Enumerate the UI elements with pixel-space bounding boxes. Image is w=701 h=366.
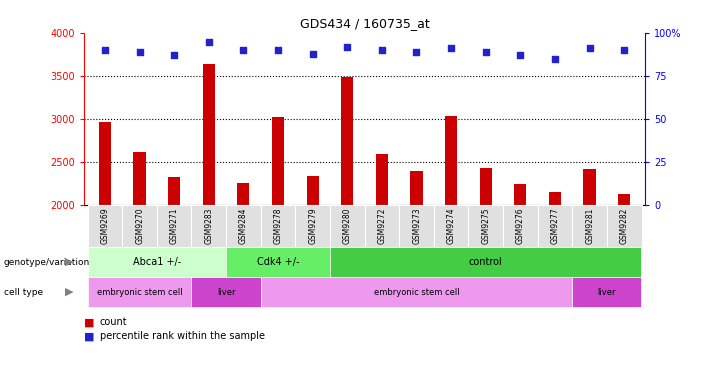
- Point: [515, 52, 526, 58]
- Bar: [99, 122, 111, 205]
- Text: GSM9282: GSM9282: [620, 208, 629, 244]
- Text: ▶: ▶: [65, 257, 74, 267]
- Bar: [479, 168, 491, 205]
- Bar: [168, 176, 180, 205]
- Title: GDS434 / 160735_at: GDS434 / 160735_at: [299, 17, 430, 30]
- Text: embryonic stem cell: embryonic stem cell: [374, 288, 459, 296]
- Point: [134, 49, 145, 55]
- Text: liver: liver: [217, 288, 236, 296]
- Text: GSM9281: GSM9281: [585, 208, 594, 244]
- Text: liver: liver: [597, 288, 616, 296]
- Text: Cdk4 +/-: Cdk4 +/-: [257, 257, 299, 267]
- Point: [445, 45, 456, 51]
- Bar: [549, 192, 561, 205]
- Bar: [133, 153, 146, 205]
- Point: [168, 52, 179, 58]
- Point: [238, 47, 249, 53]
- Bar: [410, 171, 423, 205]
- Point: [203, 39, 215, 45]
- Point: [584, 45, 595, 51]
- Text: GSM9270: GSM9270: [135, 208, 144, 244]
- Bar: [515, 184, 526, 205]
- Text: GSM9273: GSM9273: [412, 208, 421, 244]
- Text: genotype/variation: genotype/variation: [4, 258, 90, 266]
- Point: [341, 44, 353, 50]
- Bar: [583, 169, 596, 205]
- Text: percentile rank within the sample: percentile rank within the sample: [100, 331, 264, 341]
- Text: GSM9272: GSM9272: [378, 208, 386, 244]
- Text: ▶: ▶: [65, 287, 74, 297]
- Point: [411, 49, 422, 55]
- Text: GSM9284: GSM9284: [239, 208, 248, 244]
- Bar: [272, 117, 284, 205]
- Point: [480, 49, 491, 55]
- Point: [376, 47, 388, 53]
- Bar: [445, 116, 457, 205]
- Text: GSM9277: GSM9277: [550, 208, 559, 244]
- Point: [618, 47, 629, 53]
- Text: GSM9274: GSM9274: [447, 208, 456, 244]
- Point: [307, 51, 318, 56]
- Text: count: count: [100, 317, 127, 328]
- Text: GSM9283: GSM9283: [205, 208, 214, 244]
- Point: [100, 47, 111, 53]
- Point: [550, 56, 561, 62]
- Text: GSM9275: GSM9275: [482, 208, 491, 244]
- Text: ■: ■: [84, 317, 95, 328]
- Text: GSM9276: GSM9276: [516, 208, 525, 244]
- Text: control: control: [469, 257, 503, 267]
- Text: GSM9279: GSM9279: [308, 208, 318, 244]
- Text: GSM9278: GSM9278: [273, 208, 283, 244]
- Text: cell type: cell type: [4, 288, 43, 296]
- Text: Abca1 +/-: Abca1 +/-: [132, 257, 181, 267]
- Bar: [376, 154, 388, 205]
- Text: GSM9271: GSM9271: [170, 208, 179, 244]
- Bar: [618, 194, 630, 205]
- Point: [273, 47, 284, 53]
- Bar: [341, 77, 353, 205]
- Text: GSM9280: GSM9280: [343, 208, 352, 244]
- Text: embryonic stem cell: embryonic stem cell: [97, 288, 182, 296]
- Bar: [203, 64, 215, 205]
- Text: ■: ■: [84, 331, 95, 341]
- Text: GSM9269: GSM9269: [101, 208, 109, 244]
- Bar: [306, 176, 319, 205]
- Bar: [238, 183, 250, 205]
